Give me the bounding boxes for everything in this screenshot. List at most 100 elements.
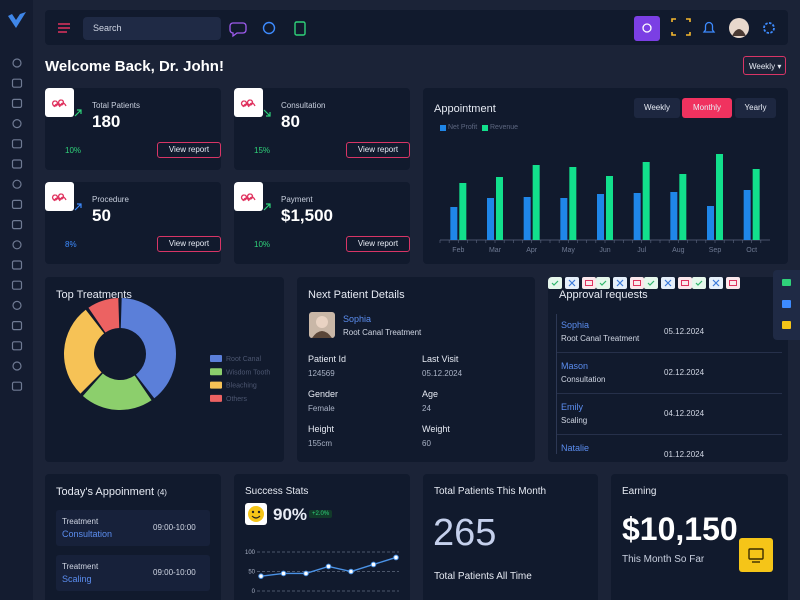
legend-label: Net Profit — [448, 124, 478, 131]
card-title: Top Treatments — [56, 289, 132, 301]
field-label: Last Visit — [422, 354, 459, 364]
stat-card: Procedure 50 8% View report — [45, 182, 221, 264]
patient-name[interactable]: Sophia — [343, 314, 372, 324]
widget-icons — [782, 279, 791, 329]
stat-label: Procedure — [92, 195, 129, 204]
stat-icon — [45, 182, 74, 211]
row-name[interactable]: Scaling — [62, 574, 92, 584]
message-button[interactable] — [630, 277, 644, 289]
bar — [679, 174, 687, 240]
nav-icon[interactable] — [11, 280, 23, 290]
stat-change: 10% — [65, 146, 82, 155]
nav-icon[interactable] — [11, 381, 23, 391]
view-report-button[interactable]: View report — [157, 142, 221, 158]
x-tick-label: Aug — [672, 247, 685, 254]
donut-slice — [63, 309, 105, 394]
approver-name[interactable]: Emily — [561, 402, 583, 412]
earning-button[interactable] — [739, 538, 773, 572]
approval-actions — [596, 277, 644, 289]
widget-icon[interactable] — [782, 279, 791, 286]
nav-icon[interactable] — [12, 58, 22, 68]
theme-button[interactable] — [634, 16, 660, 41]
clipboard-icon[interactable] — [294, 21, 306, 36]
nav-icon[interactable] — [12, 240, 22, 250]
nav-icon[interactable] — [11, 78, 23, 88]
view-report-button[interactable]: View report — [346, 142, 410, 158]
approve-button[interactable] — [644, 277, 658, 289]
approve-button[interactable] — [692, 277, 706, 289]
nav-icon[interactable] — [12, 300, 22, 310]
nav-icon[interactable] — [11, 321, 23, 331]
tab[interactable]: Yearly — [735, 98, 776, 118]
message-button[interactable] — [726, 277, 740, 289]
tab[interactable]: Monthly — [682, 98, 732, 118]
success-stats-card: Success Stats 90% +2.0% 0 50 100 — [234, 474, 410, 600]
message-button[interactable] — [678, 277, 692, 289]
nav-icon[interactable] — [11, 159, 23, 169]
fullscreen-icon[interactable] — [671, 18, 691, 36]
view-report-button[interactable]: View report — [346, 236, 410, 252]
widget-icon[interactable] — [782, 321, 791, 329]
bar — [569, 167, 577, 240]
trend-arrow — [263, 109, 271, 117]
sun-icon — [642, 23, 652, 33]
people-icon — [51, 193, 67, 202]
appointment-row: Treatment Consultation 09:00-10:00 — [56, 510, 210, 546]
view-report-button[interactable]: View report — [157, 236, 221, 252]
treatments-card: Top Treatments Root Canal Wisdom Tooth Ble… — [45, 277, 284, 462]
stat-icon — [234, 88, 263, 117]
bar — [716, 154, 723, 240]
bar — [743, 190, 751, 240]
x-tick-label: Oct — [746, 247, 757, 254]
message-button[interactable] — [582, 277, 596, 289]
mail-icon[interactable] — [262, 21, 276, 35]
approval-date: 05.12.2024 — [664, 327, 705, 336]
approve-button[interactable] — [596, 277, 610, 289]
point — [370, 561, 377, 568]
approve-button[interactable] — [548, 277, 562, 289]
patient-treatment: Root Canal Treatment — [343, 328, 422, 337]
chat-icon[interactable] — [229, 22, 247, 38]
next-patient-card: Next Patient Details Sophia Root Canal T… — [297, 277, 535, 462]
period-dropdown[interactable]: Weekly ▾ — [743, 56, 786, 75]
icon-bg — [45, 182, 74, 211]
bell-icon[interactable] — [702, 21, 716, 33]
approver-name[interactable]: Natalie — [561, 443, 590, 453]
check — [551, 280, 559, 286]
search-box[interactable]: Search — [83, 17, 221, 40]
field-label: Age — [422, 389, 439, 399]
nav-icon[interactable] — [11, 139, 23, 149]
stat-change: 10% — [254, 240, 271, 249]
mail — [729, 280, 737, 286]
legend-swatch — [440, 125, 446, 131]
cross — [712, 279, 720, 287]
menu-button[interactable] — [58, 23, 70, 33]
nav-icon[interactable] — [11, 220, 23, 230]
field-value: Female — [308, 404, 335, 413]
nav-icon[interactable] — [12, 179, 22, 189]
widget-icon[interactable] — [782, 300, 791, 308]
nav-icon[interactable] — [12, 118, 22, 129]
approver-name[interactable]: Mason — [561, 361, 589, 371]
earning-card: Earning $10,150 This Month So Far — [611, 474, 788, 600]
field-label: Gender — [308, 389, 339, 399]
nav-icon[interactable] — [11, 341, 23, 351]
nav-icon[interactable] — [11, 260, 23, 270]
icon-bg — [234, 182, 263, 211]
stat-label: Payment — [281, 195, 313, 204]
settings-icon[interactable] — [763, 22, 775, 34]
point — [325, 563, 332, 570]
row-name[interactable]: Consultation — [62, 529, 113, 539]
row-divider — [556, 393, 782, 394]
bar — [450, 207, 458, 240]
x-tick-label: May — [562, 247, 576, 254]
circle — [251, 510, 255, 514]
nav-icon[interactable] — [11, 199, 23, 209]
approver-name[interactable]: Sophia — [561, 320, 590, 330]
approval-actions — [548, 277, 596, 289]
point — [348, 568, 354, 575]
tab[interactable]: Weekly — [634, 98, 680, 118]
nav-icon[interactable] — [11, 98, 23, 109]
circle — [248, 506, 264, 522]
nav-icon[interactable] — [12, 361, 22, 371]
